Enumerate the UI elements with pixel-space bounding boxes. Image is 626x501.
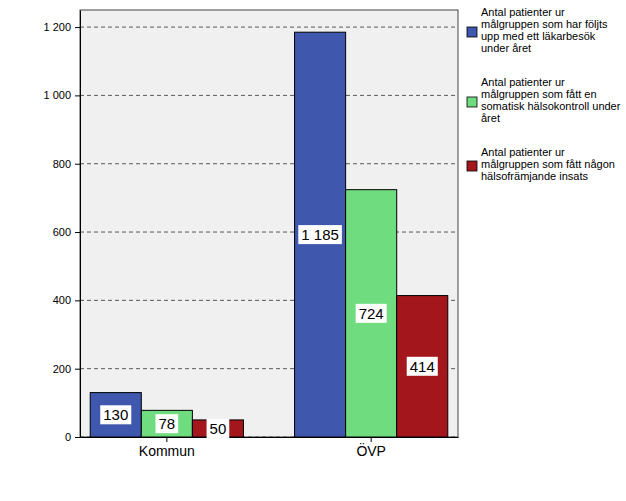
y-tick-label: 0	[65, 431, 71, 443]
legend-swatch	[467, 27, 477, 37]
legend-label-line: somatisk hälsokontroll under	[481, 100, 621, 112]
data-labels: 130 1 185 78 724 50 414	[100, 225, 438, 438]
y-tick-mark	[75, 232, 80, 233]
y-tick: 400	[53, 294, 80, 306]
y-tick-mark	[75, 95, 80, 96]
data-label-bg	[155, 414, 178, 433]
y-tick: 1 200	[43, 21, 80, 33]
data-label-bg	[407, 357, 438, 376]
bar	[346, 190, 397, 437]
y-tick: 200	[53, 363, 80, 375]
grid-line	[80, 163, 458, 164]
legend-label: Antal patienter urmålgruppen som har föl…	[481, 6, 608, 54]
legend-label-line: målgruppen som fått en	[481, 88, 597, 100]
data-label-text: 130	[103, 406, 128, 423]
data-label: 130	[100, 405, 131, 424]
legend-label-line: hälsofrämjande insats	[481, 170, 589, 182]
legend-label-line: året	[481, 112, 500, 124]
bars	[90, 32, 448, 437]
bar	[397, 296, 448, 437]
data-label-text: 78	[158, 415, 175, 432]
data-label-text: 50	[210, 420, 227, 437]
grid-line	[80, 95, 458, 96]
grid-line	[80, 27, 458, 28]
x-tick-label: Kommun	[139, 443, 195, 459]
grid-line	[80, 232, 458, 233]
y-tick-mark	[75, 437, 80, 438]
y-tick-label: 1 000	[43, 89, 71, 101]
y-tick: 800	[53, 158, 80, 170]
y-axis-line	[80, 11, 81, 438]
legend-label-line: Antal patienter ur	[481, 146, 565, 158]
legend-label: Antal patienter urmålgruppen som fått nå…	[481, 146, 615, 182]
data-label-bg	[207, 419, 230, 438]
data-label: 50	[207, 419, 230, 438]
data-label-bg	[100, 405, 131, 424]
legend-label-line: Antal patienter ur	[481, 6, 565, 18]
bar	[141, 410, 192, 437]
y-tick: 600	[53, 226, 80, 238]
x-tick-mark	[166, 437, 167, 442]
y-tick-mark	[75, 300, 80, 301]
x-tick: Kommun	[139, 437, 195, 459]
x-tick: ÖVP	[356, 437, 386, 459]
data-label-text: 724	[359, 305, 384, 322]
x-tick-label: ÖVP	[356, 442, 386, 459]
legend-label-line: under året	[481, 42, 531, 54]
legend-label-line: upp med ett läkarbesök	[481, 30, 596, 42]
y-tick-label: 800	[53, 158, 71, 170]
y-axis: 0 200 400 600 800 1 000 1 200	[43, 11, 80, 444]
data-label: 78	[155, 414, 178, 433]
data-label: 414	[407, 357, 438, 376]
x-axis-line	[81, 437, 459, 438]
bar	[90, 393, 141, 437]
legend-label-line: målgruppen som har följts	[481, 18, 608, 30]
data-label: 1 185	[298, 225, 342, 244]
bar	[295, 32, 346, 437]
y-tick-label: 400	[53, 294, 71, 306]
legend-swatch	[467, 161, 477, 171]
bar	[192, 420, 243, 437]
legend-label: Antal patienter urmålgruppen som fått en…	[481, 76, 621, 124]
y-tick-label: 200	[53, 363, 71, 375]
data-label: 724	[356, 304, 387, 323]
legend-label-line: Antal patienter ur	[481, 76, 565, 88]
x-tick-mark	[371, 437, 372, 442]
y-tick-mark	[75, 27, 80, 28]
y-tick: 1 000	[43, 89, 80, 101]
data-label-text: 1 185	[301, 226, 339, 243]
y-tick-label: 600	[53, 226, 71, 238]
legend-swatch	[467, 97, 477, 107]
data-label-text: 414	[410, 358, 435, 375]
y-tick-label: 1 200	[43, 21, 71, 33]
chart: 0 200 400 600 800 1 000 1 200 Kommun ÖVP 130 1 185…	[0, 0, 626, 501]
data-label-bg	[298, 225, 342, 244]
legend-label-line: målgruppen som fått någon	[481, 158, 615, 170]
data-label-bg	[356, 304, 387, 323]
x-axis: Kommun ÖVP	[81, 437, 459, 459]
grid	[80, 27, 458, 437]
y-tick-mark	[75, 369, 80, 370]
y-tick: 0	[65, 431, 80, 443]
plot-area	[80, 10, 458, 437]
legend: Antal patienter urmålgruppen som har föl…	[467, 6, 621, 182]
y-tick-mark	[75, 164, 80, 165]
